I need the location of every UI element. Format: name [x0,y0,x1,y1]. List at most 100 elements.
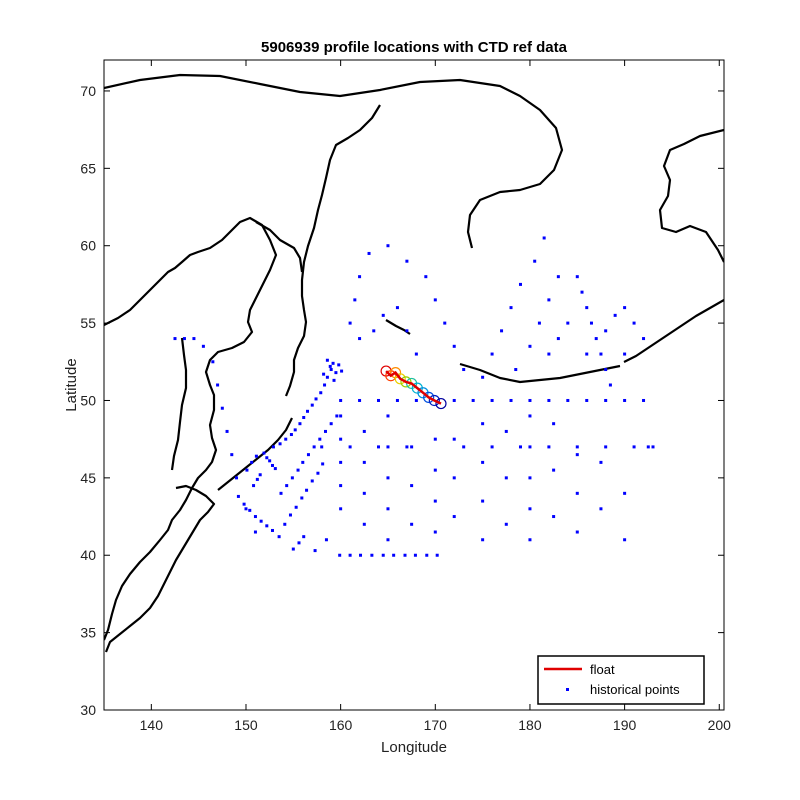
historical-point [362,429,366,433]
historical-point [329,422,333,426]
historical-point [552,515,556,519]
historical-point [435,553,439,557]
coastline-alaska-peninsula [623,299,724,363]
historical-point [410,445,414,449]
float-profile-marker [428,394,440,407]
historical-point [395,306,399,310]
historical-point [518,282,522,286]
historical-point [528,538,532,542]
historical-point [252,484,256,488]
x-tick-label: 150 [234,717,258,733]
historical-point [410,484,414,488]
historical-point [258,473,262,477]
historical-point [285,484,289,488]
historical-point [306,409,310,413]
historical-point [381,553,385,557]
historical-point [339,398,343,402]
y-tick-label: 45 [80,470,96,486]
historical-point [452,515,456,519]
historical-point [443,321,447,325]
historical-point [623,352,627,356]
coastline-kamchatka [284,104,381,397]
historical-point [504,476,508,480]
historical-point [306,453,310,457]
historical-point [504,429,508,433]
historical-point [566,321,570,325]
historical-point [290,476,294,480]
historical-point [338,553,342,557]
historical-point [433,298,437,302]
historical-point [244,507,248,511]
historical-point [348,553,352,557]
historical-point [471,398,475,402]
historical-point [425,553,429,557]
historical-point [353,298,357,302]
historical-point [585,398,589,402]
historical-point [284,437,288,441]
historical-point [339,414,343,418]
historical-point [288,513,292,517]
historical-point [604,398,608,402]
historical-point [320,445,324,449]
historical-point [547,445,551,449]
historical-point [173,337,177,341]
historical-point [462,445,466,449]
coastline-hokkaido-japan [104,484,216,653]
historical-point [245,468,249,472]
historical-point [575,453,579,457]
y-tick-label: 55 [80,315,96,331]
historical-point [599,507,603,511]
historical-point [328,364,332,368]
historical-point [201,344,205,348]
historical-point [255,477,259,481]
y-axis-ticks: 30 35 40 45 50 55 60 65 70 [80,83,724,718]
historical-point [235,476,239,480]
historical-point [340,369,344,373]
historical-point [585,352,589,356]
historical-point [293,428,297,432]
historical-point [339,507,343,511]
x-tick-label: 160 [329,717,353,733]
historical-point [335,414,339,418]
historical-point [542,236,546,240]
historical-point [433,437,437,441]
historical-point [277,535,281,539]
historical-point [518,445,522,449]
historical-point [575,445,579,449]
historical-point [339,484,343,488]
historical-point [547,398,551,402]
legend-box [537,655,705,705]
historical-point [265,524,269,528]
historical-point [359,553,363,557]
historical-point [259,519,263,523]
historical-point [291,547,295,551]
historical-point [414,352,418,356]
historical-point [433,499,437,503]
historical-point [283,522,287,526]
coastline-sakhalin [170,337,188,471]
historical-point [289,433,293,437]
coastline-alaska [658,128,724,263]
historical-point [632,445,636,449]
historical-point [331,361,335,365]
historical-point [225,429,229,433]
historical-point [552,422,556,426]
historical-point [314,397,318,401]
historical-point [262,451,266,455]
historical-point [589,321,593,325]
historical-point [253,530,257,534]
historical-point [528,445,532,449]
y-tick-label: 60 [80,238,96,254]
y-tick-label: 70 [80,83,96,99]
historical-point [268,459,272,463]
historical-point [192,337,196,341]
y-tick-label: 65 [80,160,96,176]
historical-point [278,442,282,446]
historical-point [452,398,456,402]
historical-point [182,337,186,341]
historical-point [413,553,417,557]
historical-point [319,391,323,395]
historical-point [334,371,338,375]
historical-point [509,398,513,402]
historical-point [599,352,603,356]
